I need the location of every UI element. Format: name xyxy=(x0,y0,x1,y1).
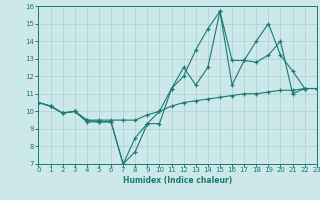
X-axis label: Humidex (Indice chaleur): Humidex (Indice chaleur) xyxy=(123,176,232,185)
